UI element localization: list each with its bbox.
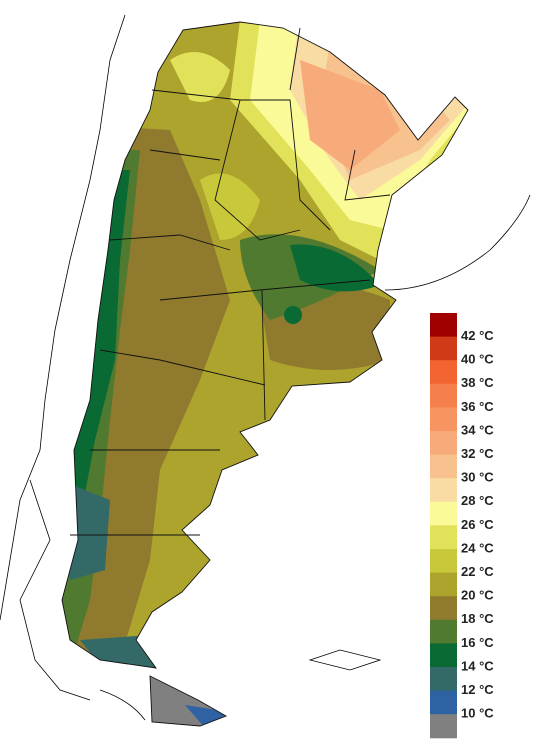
legend-swatch	[430, 572, 457, 597]
legend-label: 32 °C	[461, 446, 494, 461]
legend-swatch	[430, 336, 457, 361]
legend-swatch	[430, 454, 457, 479]
legend-label: 30 °C	[461, 470, 494, 485]
legend-swatch	[430, 383, 457, 408]
legend-swatch	[430, 549, 457, 574]
legend-swatch	[430, 714, 457, 739]
legend-label: 20 °C	[461, 588, 494, 603]
legend-swatch	[430, 501, 457, 526]
borders	[0, 14, 531, 727]
legend-label: 42 °C	[461, 328, 494, 343]
legend-label: 24 °C	[461, 540, 494, 555]
legend-label: 16 °C	[461, 635, 494, 650]
legend-label: 18 °C	[461, 611, 494, 626]
legend-label: 38 °C	[461, 375, 494, 390]
legend-label: 28 °C	[461, 493, 494, 508]
legend-swatch	[430, 643, 457, 668]
legend-swatch	[430, 619, 457, 644]
legend: 42 °C 40 °C 38 °C 36 °C 34 °C 32 °C 30 °C 28 °C…	[430, 313, 494, 739]
legend-swatch	[430, 667, 457, 692]
legend-label: 10 °C	[461, 706, 494, 721]
legend-swatch	[430, 407, 457, 432]
legend-label: 40 °C	[461, 352, 494, 367]
legend-swatch	[430, 525, 457, 550]
legend-swatch	[430, 690, 457, 715]
legend-swatch	[430, 596, 457, 621]
legend-label: 34 °C	[461, 422, 494, 437]
legend-label: 26 °C	[461, 517, 494, 532]
legend-swatch	[430, 313, 457, 338]
legend-label: 36 °C	[461, 399, 494, 414]
legend-swatch	[430, 431, 457, 456]
legend-label: 14 °C	[461, 658, 494, 673]
legend-label: 12 °C	[461, 682, 494, 697]
legend-swatch	[430, 478, 457, 503]
legend-swatch	[430, 360, 457, 385]
legend-label: 22 °C	[461, 564, 494, 579]
